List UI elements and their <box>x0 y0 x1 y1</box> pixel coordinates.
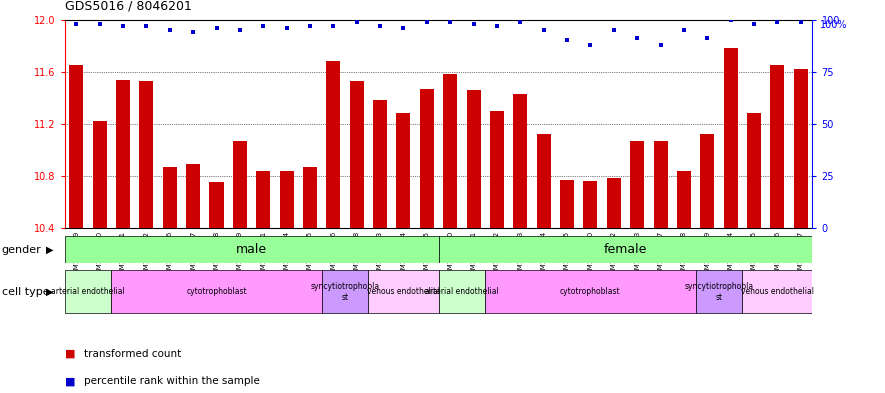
Bar <box>724 48 738 228</box>
Point <box>210 25 224 31</box>
Bar <box>607 178 620 228</box>
Bar <box>536 134 550 228</box>
Bar <box>116 79 130 228</box>
Point <box>186 29 200 35</box>
Point <box>630 35 644 42</box>
Text: venous endothelial: venous endothelial <box>367 287 440 296</box>
Point <box>700 35 714 42</box>
Text: ▶: ▶ <box>46 244 53 255</box>
Point <box>794 18 808 25</box>
Bar <box>419 89 434 228</box>
Bar <box>327 61 341 228</box>
Bar <box>303 167 317 228</box>
Point <box>490 23 504 29</box>
Point <box>93 21 107 27</box>
Point <box>583 42 597 48</box>
Text: cytotrophoblast: cytotrophoblast <box>560 287 620 296</box>
Point <box>770 18 784 25</box>
Bar <box>743 270 812 314</box>
Point <box>747 21 761 27</box>
Text: venous endothelial: venous endothelial <box>741 287 814 296</box>
Point <box>443 18 458 25</box>
Point <box>677 27 691 33</box>
Bar <box>439 270 485 314</box>
Point <box>466 21 481 27</box>
Bar <box>368 270 439 314</box>
Bar <box>65 236 439 263</box>
Point <box>419 18 434 25</box>
Text: female: female <box>604 243 647 256</box>
Text: cell type: cell type <box>2 287 50 297</box>
Bar <box>443 74 458 228</box>
Point <box>280 25 294 31</box>
Bar <box>466 90 481 228</box>
Text: ■: ■ <box>65 376 75 386</box>
Bar <box>93 121 107 228</box>
Bar <box>396 114 411 228</box>
Bar <box>794 69 808 228</box>
Point <box>163 27 177 33</box>
Bar <box>140 81 153 228</box>
Point <box>724 17 738 23</box>
Point <box>560 37 574 44</box>
Bar <box>439 236 812 263</box>
Point <box>513 18 527 25</box>
Bar <box>630 141 644 228</box>
Bar <box>233 141 247 228</box>
Text: 100%: 100% <box>820 20 848 29</box>
Point <box>69 21 83 27</box>
Bar <box>350 81 364 228</box>
Point <box>233 27 247 33</box>
Text: transformed count: transformed count <box>84 349 181 359</box>
Text: ▶: ▶ <box>46 287 53 297</box>
Point <box>139 23 153 29</box>
Point <box>373 23 387 29</box>
Bar <box>163 167 177 228</box>
Point <box>536 27 550 33</box>
Bar <box>513 94 527 228</box>
Bar <box>583 181 597 228</box>
Bar <box>112 270 321 314</box>
Point <box>116 23 130 29</box>
Bar <box>747 114 761 228</box>
Text: arterial endothelial: arterial endothelial <box>51 287 125 296</box>
Bar <box>770 65 784 228</box>
Bar <box>677 171 691 228</box>
Bar <box>653 141 667 228</box>
Bar <box>485 270 696 314</box>
Bar <box>696 270 743 314</box>
Text: cytotrophoblast: cytotrophoblast <box>186 287 247 296</box>
Bar <box>186 164 200 228</box>
Text: gender: gender <box>2 244 42 255</box>
Point <box>303 23 317 29</box>
Point <box>653 42 667 48</box>
Text: male: male <box>236 243 267 256</box>
Bar <box>280 171 294 228</box>
Bar <box>65 270 112 314</box>
Bar <box>321 270 368 314</box>
Bar <box>210 182 224 228</box>
Point <box>396 25 411 31</box>
Bar <box>373 100 387 228</box>
Text: ■: ■ <box>65 349 75 359</box>
Bar <box>490 111 504 228</box>
Text: syncytiotrophobla
st: syncytiotrophobla st <box>311 282 380 301</box>
Bar <box>69 65 83 228</box>
Bar <box>257 171 270 228</box>
Point <box>350 18 364 25</box>
Point <box>607 27 621 33</box>
Text: percentile rank within the sample: percentile rank within the sample <box>84 376 260 386</box>
Point <box>256 23 270 29</box>
Text: syncytiotrophobla
st: syncytiotrophobla st <box>684 282 753 301</box>
Bar <box>560 180 574 228</box>
Point <box>327 23 341 29</box>
Bar <box>700 134 714 228</box>
Text: GDS5016 / 8046201: GDS5016 / 8046201 <box>65 0 191 13</box>
Text: arterial endothelial: arterial endothelial <box>425 287 499 296</box>
